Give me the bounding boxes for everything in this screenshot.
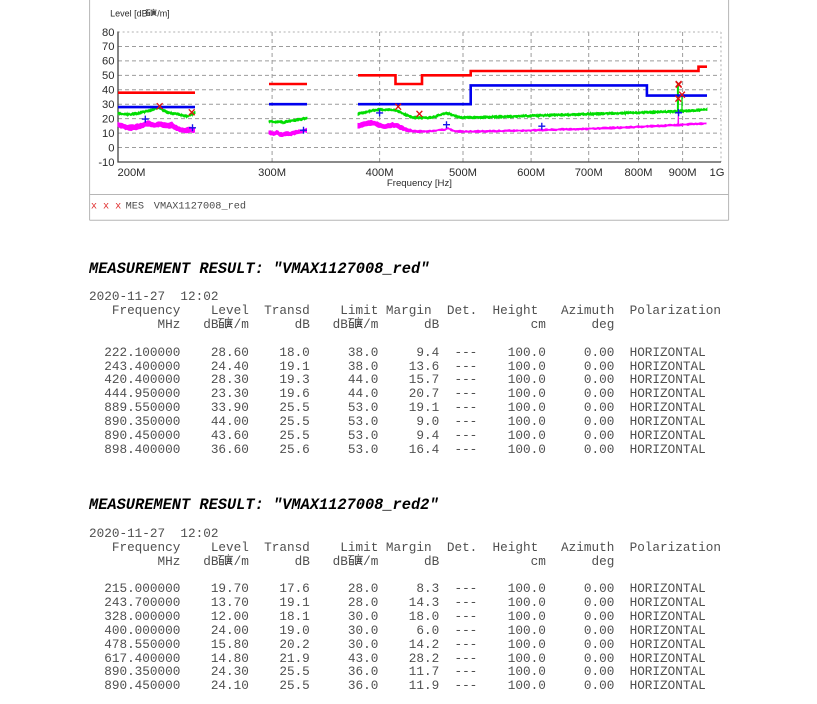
svg-text:VMAX1127008_red: VMAX1127008_red: [154, 201, 246, 213]
svg-text:-10: -10: [98, 157, 114, 169]
svg-text:500M: 500M: [449, 167, 477, 179]
svg-text:200M: 200M: [118, 167, 146, 179]
svg-text:1G: 1G: [710, 167, 725, 179]
svg-text:10: 10: [102, 128, 114, 140]
svg-text:70: 70: [102, 41, 114, 53]
svg-text:40: 40: [102, 85, 114, 97]
svg-text:60: 60: [102, 56, 114, 68]
svg-text:800M: 800M: [625, 167, 653, 179]
svg-text:Frequency [Hz]: Frequency [Hz]: [387, 178, 452, 189]
svg-text:300M: 300M: [258, 167, 286, 179]
svg-text:20: 20: [102, 114, 114, 126]
svg-text:80: 80: [102, 27, 114, 39]
svg-text:MES: MES: [126, 201, 144, 213]
svg-text:700M: 700M: [575, 167, 603, 179]
svg-text:x: x: [91, 201, 97, 213]
svg-text:Level [dB: Level [dB: [110, 9, 148, 19]
svg-text:/m]: /m]: [157, 9, 170, 19]
svg-text:400M: 400M: [366, 167, 394, 179]
svg-text:0: 0: [108, 142, 114, 154]
svg-text:50: 50: [102, 70, 114, 82]
svg-text:600M: 600M: [517, 167, 545, 179]
svg-text:900M: 900M: [669, 167, 697, 179]
svg-text:x: x: [115, 201, 121, 213]
svg-text:30: 30: [102, 99, 114, 111]
svg-text:x: x: [103, 201, 109, 213]
